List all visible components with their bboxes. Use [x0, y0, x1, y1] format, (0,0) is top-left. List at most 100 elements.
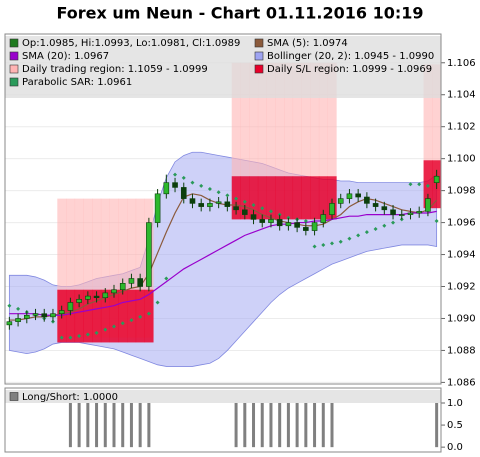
region — [231, 62, 241, 177]
y-tick-label: 1.094 — [447, 250, 476, 261]
legend-label: Long/Short: 1.0000 — [22, 392, 118, 403]
candle-body — [372, 203, 379, 207]
candle-body — [259, 219, 266, 223]
region — [83, 198, 93, 338]
y-tick-label: 1.106 — [447, 58, 476, 69]
region — [127, 289, 137, 343]
legend-swatch — [254, 38, 264, 48]
region — [249, 62, 259, 177]
y-tick-label: 1.104 — [447, 90, 476, 101]
sar-dot — [356, 233, 361, 238]
region — [66, 289, 76, 343]
y-tick-label: 1.092 — [447, 282, 476, 293]
region — [275, 62, 285, 177]
candle-body — [163, 182, 170, 195]
candle-body — [364, 196, 370, 204]
data — [68, 403, 439, 448]
candle-body — [303, 227, 309, 231]
candle-body — [154, 193, 161, 223]
sar-dot — [268, 209, 273, 214]
sar-dot — [164, 276, 169, 281]
region — [310, 176, 320, 220]
region — [57, 198, 67, 338]
bar — [252, 403, 256, 448]
region — [240, 62, 250, 177]
sar-dot — [347, 236, 352, 241]
region — [74, 198, 84, 338]
y-tick-label: 1.090 — [447, 313, 476, 324]
bar — [286, 403, 290, 448]
sar-dot — [242, 199, 247, 204]
legend-swatch — [254, 51, 264, 61]
sar-dot — [199, 183, 204, 188]
bar — [95, 403, 99, 448]
y-tick-label: 0.0 — [447, 442, 463, 453]
candle-body — [119, 283, 126, 291]
bar — [330, 403, 334, 448]
region — [100, 198, 110, 338]
y-tick-label: 1.088 — [447, 345, 476, 356]
region — [127, 198, 137, 338]
bar — [243, 403, 247, 448]
legend-label: Op:1.0985, Hi:1.0993, Lo:1.0981, Cl:1.09… — [22, 38, 240, 49]
region — [240, 176, 250, 220]
sar-dot — [181, 175, 186, 180]
region — [327, 62, 337, 177]
main-panel: Op:1.0985, Hi:1.0993, Lo:1.0981, Cl:1.09… — [4, 33, 476, 388]
bar — [304, 403, 308, 448]
y-tick-label: 1.086 — [447, 377, 476, 388]
candle-body — [32, 313, 39, 316]
candle-body — [23, 314, 30, 319]
sar-dot — [173, 172, 178, 177]
sar-dot — [103, 327, 108, 332]
legend-label: SMA (20): 1.0967 — [22, 51, 109, 62]
overlay: Op:1.0985, Hi:1.0993, Lo:1.0981, Cl:1.09… — [5, 36, 441, 98]
region — [144, 289, 154, 343]
region — [423, 64, 433, 161]
legend-swatch — [9, 392, 19, 401]
region — [318, 176, 328, 220]
sar-dot — [129, 318, 134, 323]
y-tick-label: 1.096 — [447, 218, 476, 229]
candle-body — [172, 182, 178, 188]
sar-dot — [312, 244, 317, 249]
candle-body — [346, 193, 353, 199]
candle-body — [250, 214, 257, 220]
legend-label: Bollinger (20, 2): 1.0945 - 1.0990 — [267, 51, 434, 62]
candle-body — [390, 209, 396, 215]
candle-body — [285, 222, 292, 227]
data — [6, 62, 442, 367]
candle-body — [189, 198, 196, 204]
region — [327, 176, 337, 220]
bar — [77, 403, 81, 448]
line — [9, 210, 437, 316]
candle-body — [425, 198, 431, 212]
candle-body — [198, 203, 204, 207]
legend-box — [5, 390, 441, 403]
bar — [138, 403, 142, 448]
region — [284, 62, 294, 177]
bar — [295, 403, 299, 448]
region — [284, 176, 294, 220]
bar — [129, 403, 133, 448]
legend-label: Daily trading region: 1.1059 - 1.0999 — [22, 64, 208, 75]
y-tick-label: 1.0 — [447, 398, 463, 409]
sar-dot — [338, 239, 343, 244]
y-tick-label: 1.100 — [447, 154, 476, 165]
candle-body — [41, 313, 48, 318]
bar — [86, 403, 90, 448]
bar — [147, 403, 151, 448]
region — [257, 62, 267, 177]
sar-dot — [120, 321, 125, 326]
region — [100, 289, 110, 343]
candle-body — [224, 201, 231, 207]
region — [109, 289, 119, 343]
region — [318, 62, 328, 177]
candle-body — [111, 289, 117, 294]
lower-panel: Long/Short: 1.0000 0.0 0.5 1.0 — [4, 387, 463, 453]
bar — [234, 403, 238, 448]
candle-body — [207, 203, 213, 207]
candle-body — [276, 219, 283, 227]
overlay: Long/Short: 1.0000 — [5, 390, 441, 403]
sar-dot — [321, 242, 326, 247]
